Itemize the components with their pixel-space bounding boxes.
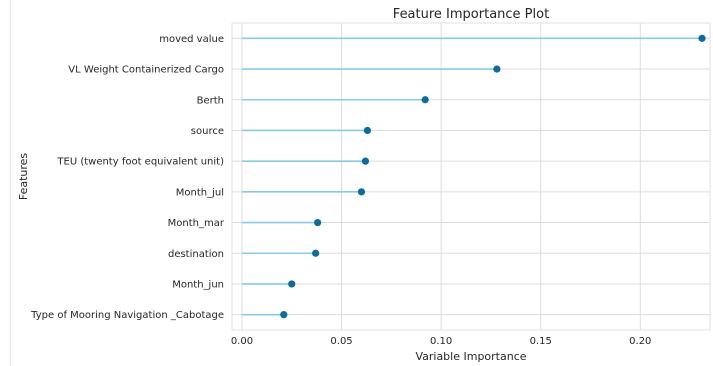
x-tick-label: 0.15	[530, 336, 552, 347]
y-tick-labels: moved value VL Weight Containerized Cargo…	[30, 34, 225, 321]
chart-title: Feature Importance Plot	[393, 7, 549, 22]
plot-frame	[231, 22, 711, 331]
marker-layer	[280, 34, 706, 319]
y-axis-label: Features	[17, 153, 30, 201]
feature-label: TEU (twenty foot equivalent unit)	[56, 157, 224, 168]
feature-label: destination	[168, 249, 224, 260]
lollipop-marker	[421, 96, 429, 104]
lollipop-marker	[357, 188, 366, 196]
feature-label: moved value	[159, 34, 224, 45]
x-tick-label: 0.10	[430, 336, 452, 347]
feature-label: Month_jun	[172, 279, 224, 290]
feature-label: source	[191, 126, 224, 137]
lollipop-marker	[363, 126, 372, 135]
lollipop-marker	[312, 249, 320, 257]
x-tick-label: 0.20	[629, 336, 651, 347]
stem-layer	[241, 37, 703, 316]
x-tick-labels: 0.00 0.05 0.10 0.15 0.20	[231, 336, 652, 347]
feature-label: VL Weight Containerized Cargo	[68, 65, 224, 76]
lollipop-marker	[361, 157, 370, 165]
x-tick-label: 0.00	[231, 336, 253, 347]
left-divider	[10, 0, 11, 366]
lollipop-marker	[314, 218, 322, 227]
x-axis-label: Variable Importance	[415, 350, 526, 363]
x-tick-label: 0.05	[330, 336, 352, 347]
feature-label: Berth	[197, 95, 224, 106]
feature-label: Month_jul	[176, 187, 224, 198]
lollipop-marker	[280, 311, 288, 319]
lollipop-marker	[288, 280, 296, 288]
lollipop-marker	[493, 65, 501, 73]
feature-label: Month_mar	[168, 218, 225, 229]
feature-label: Type of Mooring Navigation _Cabotage	[30, 310, 224, 321]
lollipop-marker	[698, 34, 706, 42]
